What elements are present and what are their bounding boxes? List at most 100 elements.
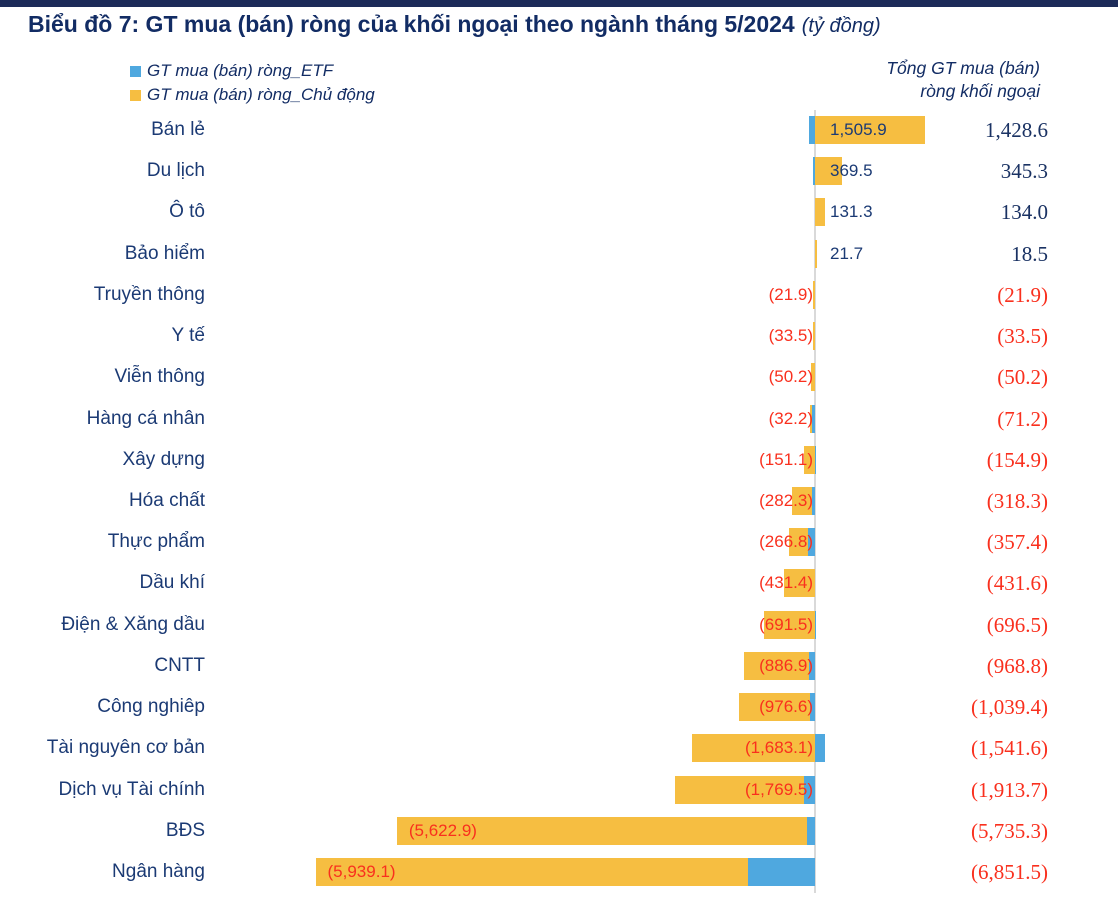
total-value: (318.3) <box>986 488 1048 513</box>
legend-color-swatch <box>130 65 141 77</box>
total-value: (1,541.6) <box>971 736 1048 761</box>
bar-value-label: (5,939.1) <box>327 861 396 881</box>
bar-segment-etf <box>809 651 815 680</box>
legend-label: GT mua (bán) ròng_Chủ động <box>147 85 375 104</box>
total-value: (6,851.5) <box>971 859 1048 884</box>
category-label: Tài nguyên cơ bản <box>46 737 205 759</box>
bar-segment-chu-dong <box>315 857 749 886</box>
bar-value-label: (976.6) <box>759 697 813 717</box>
bar-segment-etf <box>813 157 815 186</box>
bar-segment-chu-dong <box>692 734 815 763</box>
bar-value-label: (431.4) <box>759 573 813 593</box>
category-label: Viễn thông <box>114 366 205 388</box>
totals-header-line2: ròng khối ngoại <box>920 81 1040 101</box>
category-label: Hàng cá nhân <box>86 407 205 429</box>
total-value: 134.0 <box>1000 200 1048 225</box>
total-value: (154.9) <box>986 447 1048 472</box>
total-value: (21.9) <box>997 282 1048 307</box>
total-value: 1,428.6 <box>985 118 1048 142</box>
chart-title-text: Biểu đồ 7: GT mua (bán) ròng của khối ng… <box>28 11 795 37</box>
bar-value-label: (5,622.9) <box>408 820 477 840</box>
category-label: Bảo hiểm <box>124 242 205 264</box>
bar-value-label: (886.9) <box>759 655 813 675</box>
bar-segment-chu-dong <box>791 486 813 515</box>
bar-value-label: 21.7 <box>830 243 864 263</box>
bar-segment-chu-dong <box>783 569 815 598</box>
category-label: Điện & Xăng dầu <box>61 613 205 635</box>
bar-segment-etf <box>804 775 815 804</box>
bar-segment-etf <box>809 116 815 144</box>
bar-segment-chu-dong <box>813 280 815 309</box>
total-value: (696.5) <box>986 612 1048 637</box>
zero-axis-line <box>814 110 816 893</box>
total-value: 345.3 <box>1000 159 1048 184</box>
category-label: Dầu khí <box>139 572 205 594</box>
bar-value-label: 131.3 <box>830 202 873 222</box>
bar-segment-etf <box>815 734 826 763</box>
bar-segment-etf <box>810 693 815 722</box>
legend-item: GT mua (bán) ròng_ETF <box>130 59 375 83</box>
bar-segment-etf <box>812 486 815 515</box>
category-label: Truyền thông <box>93 283 205 305</box>
chart-legend: GT mua (bán) ròng_ETF GT mua (bán) ròng_C… <box>130 59 375 107</box>
bar-segment-etf <box>806 816 815 845</box>
total-value: (33.5) <box>997 324 1048 349</box>
bar-segment-etf <box>748 857 815 886</box>
total-value: (5,735.3) <box>971 818 1048 843</box>
totals-header-line1: Tổng GT mua (bán) <box>886 58 1040 78</box>
bar-segment-chu-dong <box>675 775 805 804</box>
category-label: Công nghiêp <box>97 696 205 718</box>
category-label: BĐS <box>165 819 205 841</box>
bar-value-label: (1,769.5) <box>744 779 813 799</box>
legend-label: GT mua (bán) ròng_ETF <box>147 61 334 80</box>
bar-segment-chu-dong <box>815 157 842 186</box>
category-label: Thực phẩm <box>107 531 205 553</box>
bar-segment-chu-dong <box>812 322 815 351</box>
bar-segment-chu-dong <box>815 239 817 268</box>
bar-value-label: (21.9) <box>768 284 813 304</box>
bar-segment-chu-dong <box>744 651 809 680</box>
bar-value-label: (151.1) <box>759 449 813 469</box>
category-label: Y tế <box>171 325 205 347</box>
bar-value-label: (691.5) <box>759 614 813 634</box>
category-label: Bán lẻ <box>151 119 205 140</box>
total-value: 18.5 <box>1011 241 1048 266</box>
bar-segment-chu-dong <box>815 116 925 144</box>
bar-value-label: (32.2) <box>768 408 813 428</box>
total-value: (50.2) <box>997 365 1048 390</box>
bar-segment-chu-dong <box>788 528 809 557</box>
bar-segment-chu-dong <box>815 198 825 227</box>
bar-value-label: (50.2) <box>768 367 813 387</box>
chart-unit-suffix: (tỷ đồng) <box>801 15 881 37</box>
top-accent-bar <box>0 0 1118 7</box>
legend-item: GT mua (bán) ròng_Chủ động <box>130 83 375 107</box>
bar-value-label: 1,505.9 <box>830 120 887 139</box>
bar-value-label: (266.8) <box>759 532 813 552</box>
total-value: (1,913.7) <box>971 777 1048 802</box>
bar-value-label: 369.5 <box>830 161 873 181</box>
totals-column-header: Tổng GT mua (bán) ròng khối ngoại <box>760 57 1040 103</box>
total-value: (71.2) <box>997 406 1048 431</box>
category-label: Ngân hàng <box>112 860 205 882</box>
bar-segment-chu-dong <box>764 610 815 639</box>
bar-segment-chu-dong <box>739 693 811 722</box>
total-value: (357.4) <box>986 530 1048 555</box>
total-value: (1,039.4) <box>971 695 1048 720</box>
legend-color-swatch <box>130 89 141 101</box>
bar-segment-chu-dong <box>809 404 813 433</box>
chart-title: Biểu đồ 7: GT mua (bán) ròng của khối ng… <box>28 11 881 38</box>
total-value: (431.6) <box>986 571 1048 596</box>
bar-value-label: (1,683.1) <box>744 738 813 758</box>
bar-segment-chu-dong <box>396 816 807 845</box>
bar-segment-etf <box>812 404 815 433</box>
category-label: Dịch vụ Tài chính <box>58 778 205 800</box>
category-label: Hóa chất <box>128 489 205 511</box>
bar-value-label: (282.3) <box>759 490 813 510</box>
bar-segment-chu-dong <box>811 363 815 392</box>
category-label: CNTT <box>154 654 205 676</box>
total-value: (968.8) <box>986 653 1048 678</box>
bar-segment-etf <box>808 528 815 557</box>
category-label: Ô tô <box>169 201 205 223</box>
category-label: Du lịch <box>146 160 205 182</box>
